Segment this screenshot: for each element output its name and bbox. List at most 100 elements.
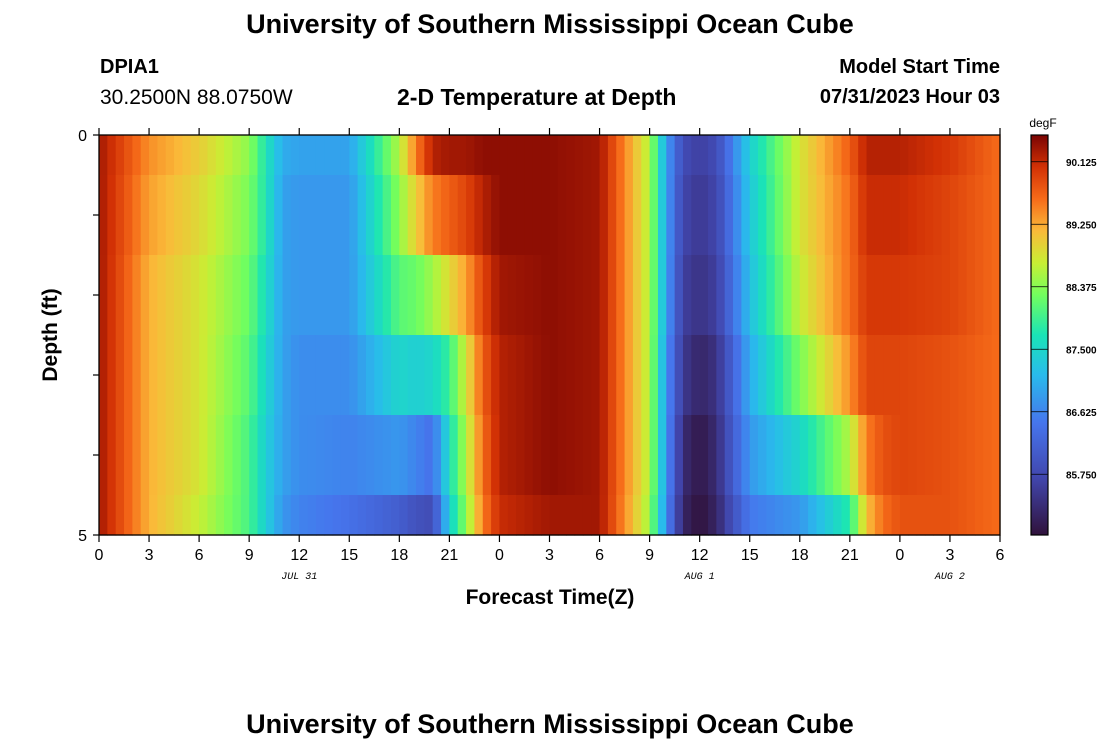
heatmap-cell bbox=[157, 255, 167, 336]
heatmap-cell bbox=[924, 255, 934, 336]
heatmap-cell bbox=[541, 335, 551, 416]
heatmap-cell bbox=[390, 135, 400, 176]
heatmap-cell bbox=[874, 415, 884, 496]
heatmap-cell bbox=[474, 495, 484, 536]
heatmap-cell bbox=[824, 495, 834, 536]
heatmap-cell bbox=[466, 175, 476, 256]
heatmap-cell bbox=[657, 175, 667, 256]
heatmap-cell bbox=[574, 135, 584, 176]
heatmap-cell bbox=[699, 335, 709, 416]
heatmap-cell bbox=[282, 255, 292, 336]
heatmap-cell bbox=[974, 415, 984, 496]
heatmap-cell bbox=[307, 335, 317, 416]
heatmap-cell bbox=[849, 175, 859, 256]
heatmap-cell bbox=[632, 335, 642, 416]
heatmap-cell bbox=[833, 175, 843, 256]
heatmap-cell bbox=[482, 335, 492, 416]
x-tick-label: 9 bbox=[245, 547, 254, 564]
heatmap-cell bbox=[574, 335, 584, 416]
heatmap-cell bbox=[507, 255, 517, 336]
heatmap-cell bbox=[290, 175, 300, 256]
heatmap-cell bbox=[516, 135, 526, 176]
heatmap-cell bbox=[324, 175, 334, 256]
heatmap-cell bbox=[307, 135, 317, 176]
heatmap-cell bbox=[983, 415, 993, 496]
heatmap-cell bbox=[215, 415, 225, 496]
model-start-label: Model Start Time bbox=[839, 56, 1000, 78]
heatmap-cell bbox=[649, 415, 659, 496]
heatmap-cell bbox=[132, 415, 142, 496]
heatmap-cell bbox=[883, 415, 893, 496]
heatmap-cell bbox=[390, 495, 400, 536]
heatmap-cell bbox=[282, 415, 292, 496]
heatmap-cell bbox=[557, 415, 567, 496]
heatmap-cell bbox=[641, 175, 651, 256]
heatmap-cell bbox=[974, 335, 984, 416]
heatmap-cell bbox=[365, 175, 375, 256]
heatmap-cell bbox=[365, 135, 375, 176]
heatmap-cell bbox=[274, 175, 284, 256]
heatmap-cell bbox=[866, 415, 876, 496]
heatmap-cell bbox=[124, 135, 133, 176]
heatmap-cell bbox=[749, 495, 759, 536]
heatmap-cell bbox=[382, 415, 392, 496]
heatmap-cell bbox=[632, 135, 642, 176]
heatmap-cell bbox=[307, 175, 317, 256]
heatmap-cell bbox=[416, 495, 425, 536]
heatmap-cell bbox=[199, 495, 209, 536]
heatmap-cell bbox=[407, 415, 417, 496]
heatmap-cell bbox=[808, 415, 818, 496]
heatmap-cell bbox=[124, 175, 133, 256]
heatmap-cell bbox=[249, 495, 259, 536]
heatmap-cell bbox=[165, 175, 175, 256]
heatmap-cell bbox=[699, 135, 709, 176]
heatmap-cell bbox=[574, 495, 584, 536]
colorbar bbox=[1030, 134, 1049, 536]
heatmap-cell bbox=[749, 255, 759, 336]
heatmap-cell bbox=[374, 255, 384, 336]
heatmap-cell bbox=[607, 495, 617, 536]
heatmap-cell bbox=[140, 255, 150, 336]
heatmap-cell bbox=[657, 255, 667, 336]
heatmap-cell bbox=[983, 255, 993, 336]
heatmap-cell bbox=[849, 135, 859, 176]
heatmap-cell bbox=[349, 415, 359, 496]
heatmap-cell bbox=[441, 415, 450, 496]
heatmap-cell bbox=[107, 135, 117, 176]
heatmap-cell bbox=[632, 495, 642, 536]
heatmap-cell bbox=[332, 135, 342, 176]
heatmap-cell bbox=[532, 175, 542, 256]
heatmap-cell bbox=[140, 415, 150, 496]
heatmap-cell bbox=[741, 335, 751, 416]
heatmap-cell bbox=[357, 335, 367, 416]
heatmap-cell bbox=[733, 415, 742, 496]
heatmap-cell bbox=[107, 495, 117, 536]
heatmap-cell bbox=[908, 255, 918, 336]
heatmap-cell bbox=[682, 415, 692, 496]
heatmap-cell bbox=[766, 135, 776, 176]
heatmap-cell bbox=[382, 495, 392, 536]
heatmap-cell bbox=[432, 135, 442, 176]
heatmap-cell bbox=[199, 415, 209, 496]
x-tick-label: 15 bbox=[340, 547, 358, 564]
heatmap-cell bbox=[157, 335, 167, 416]
heatmap-cell bbox=[808, 175, 818, 256]
heatmap-cell bbox=[799, 175, 809, 256]
heatmap-cell bbox=[816, 255, 826, 336]
heatmap-cell bbox=[449, 255, 459, 336]
heatmap-cell bbox=[699, 255, 709, 336]
model-start-value: 07/31/2023 Hour 03 bbox=[819, 86, 1000, 108]
heatmap-cell bbox=[549, 135, 559, 176]
heatmap-cell bbox=[182, 495, 192, 536]
heatmap-cell bbox=[591, 335, 601, 416]
heatmap-cell bbox=[916, 175, 926, 256]
heatmap-cell bbox=[841, 255, 851, 336]
heatmap-cell bbox=[499, 415, 509, 496]
heatmap-cell bbox=[949, 255, 959, 336]
heatmap-cell bbox=[365, 415, 375, 496]
heatmap-cell bbox=[657, 135, 667, 176]
x-axis-label: Forecast Time(Z) bbox=[466, 586, 635, 609]
heatmap-cell bbox=[574, 415, 584, 496]
heatmap-cell bbox=[382, 135, 392, 176]
heatmap-cell bbox=[140, 495, 150, 536]
